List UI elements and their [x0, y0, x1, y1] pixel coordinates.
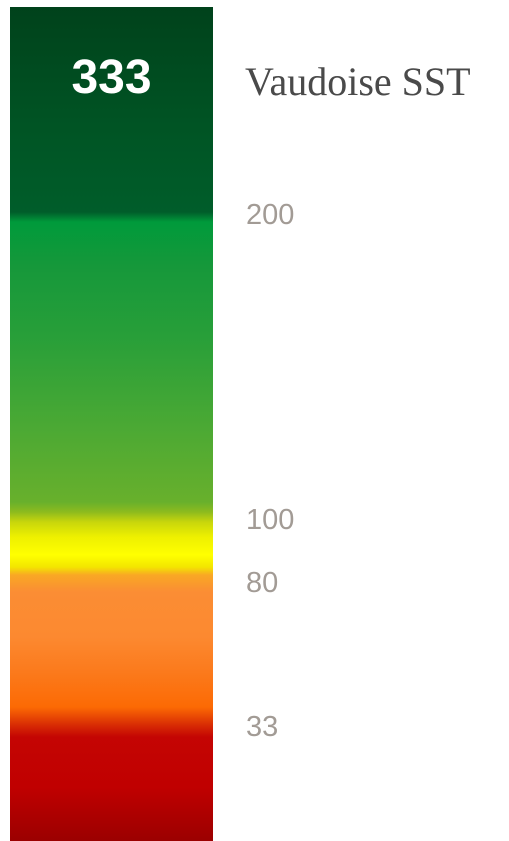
threshold-label-100: 100 — [246, 504, 295, 536]
threshold-label-33: 33 — [246, 711, 279, 743]
gauge-value: 333 — [71, 51, 152, 104]
threshold-label-200: 200 — [246, 199, 295, 231]
chart-title: Vaudoise SST — [245, 59, 471, 104]
gauge-color-bar — [10, 7, 213, 841]
threshold-label-80: 80 — [246, 567, 279, 599]
